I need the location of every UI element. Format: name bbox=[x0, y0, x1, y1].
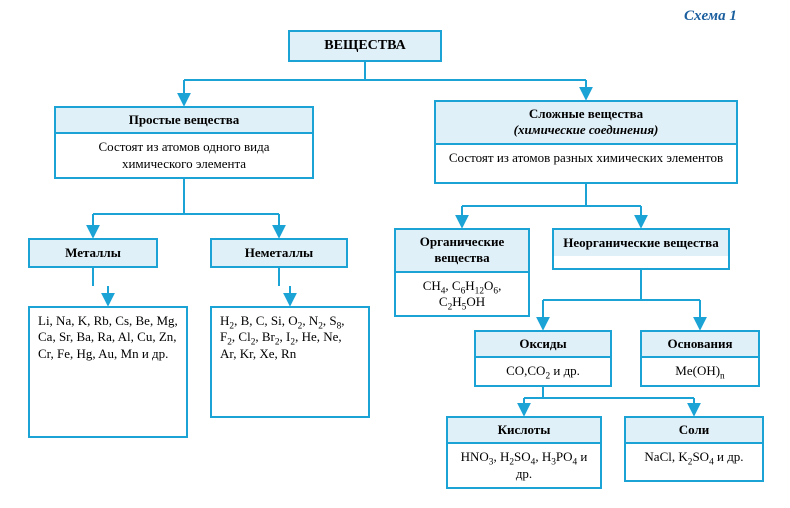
node-body: Состоят из атомов разных химических элем… bbox=[436, 145, 736, 171]
node-header-text: Органические вещества bbox=[420, 234, 505, 265]
node-header: Металлы bbox=[30, 240, 156, 266]
node-header: ВЕЩЕСТВА bbox=[290, 32, 440, 60]
node-header-text: Оксиды bbox=[519, 336, 566, 351]
node-body: HNO3, H2SO4, H3PO4 и др. bbox=[448, 444, 600, 487]
node-header-text: Сложные вещества bbox=[529, 106, 643, 121]
node-oxides: Оксиды CO,CO2 и др. bbox=[474, 330, 612, 387]
node-header-text: Неметаллы bbox=[245, 245, 313, 260]
node-header: Соли bbox=[626, 418, 762, 444]
node-salts: Соли NaCl, K2SO4 и др. bbox=[624, 416, 764, 482]
node-header-text: Металлы bbox=[65, 245, 121, 260]
node-organic: Органические вещества CH4, C6H12O6, C2H5O… bbox=[394, 228, 530, 317]
node-body: CO,CO2 и др. bbox=[476, 358, 610, 384]
node-header: Органические вещества bbox=[396, 230, 528, 273]
node-header: Основания bbox=[642, 332, 758, 358]
node-body: Me(OH)n bbox=[642, 358, 758, 384]
node-header: Простые вещества bbox=[56, 108, 312, 134]
node-inorganic: Неорганические вещества bbox=[552, 228, 730, 270]
node-complex: Сложные вещества(химические соединения)С… bbox=[434, 100, 738, 184]
node-nonmetals_list: H2, B, C, Si, O2, N2, S8, F2, Cl2, Br2, … bbox=[210, 306, 370, 418]
node-body: Состоят из атомов одного вида химическог… bbox=[56, 134, 312, 177]
diagram-canvas: Схема 1 ВЕЩЕСТВА Простые вещества Состоят … bbox=[0, 0, 790, 508]
node-header: Неметаллы bbox=[212, 240, 346, 266]
node-header: Сложные вещества(химические соединения) bbox=[436, 102, 736, 145]
node-nonmetals: Неметаллы bbox=[210, 238, 348, 268]
node-body: CH4, C6H12O6, C2H5OH bbox=[396, 273, 528, 316]
node-acids: Кислоты HNO3, H2SO4, H3PO4 и др. bbox=[446, 416, 602, 489]
node-header: Оксиды bbox=[476, 332, 610, 358]
node-header-text: Основания bbox=[667, 336, 732, 351]
node-body: NaCl, K2SO4 и др. bbox=[626, 444, 762, 470]
node-header-text: Неорганические вещества bbox=[563, 235, 718, 250]
node-header-text: Кислоты bbox=[498, 422, 551, 437]
node-header-text: ВЕЩЕСТВА bbox=[324, 38, 405, 53]
node-simple: Простые вещества Состоят из атомов одного… bbox=[54, 106, 314, 179]
node-metals_list: Li, Na, K, Rb, Cs, Be, Mg, Ca, Sr, Ba, R… bbox=[28, 306, 188, 438]
diagram-title: Схема 1 bbox=[684, 8, 737, 25]
node-subheader-text: (химические соединения) bbox=[514, 122, 659, 137]
node-bases: Основания Me(OH)n bbox=[640, 330, 760, 387]
node-body: H2, B, C, Si, O2, N2, S8, F2, Cl2, Br2, … bbox=[212, 308, 368, 367]
node-header: Кислоты bbox=[448, 418, 600, 444]
node-header: Неорганические вещества bbox=[554, 230, 728, 256]
node-body: Li, Na, K, Rb, Cs, Be, Mg, Ca, Sr, Ba, R… bbox=[30, 308, 186, 367]
node-metals: Металлы bbox=[28, 238, 158, 268]
node-header-text: Соли bbox=[679, 422, 710, 437]
node-root: ВЕЩЕСТВА bbox=[288, 30, 442, 62]
node-header-text: Простые вещества bbox=[129, 112, 240, 127]
